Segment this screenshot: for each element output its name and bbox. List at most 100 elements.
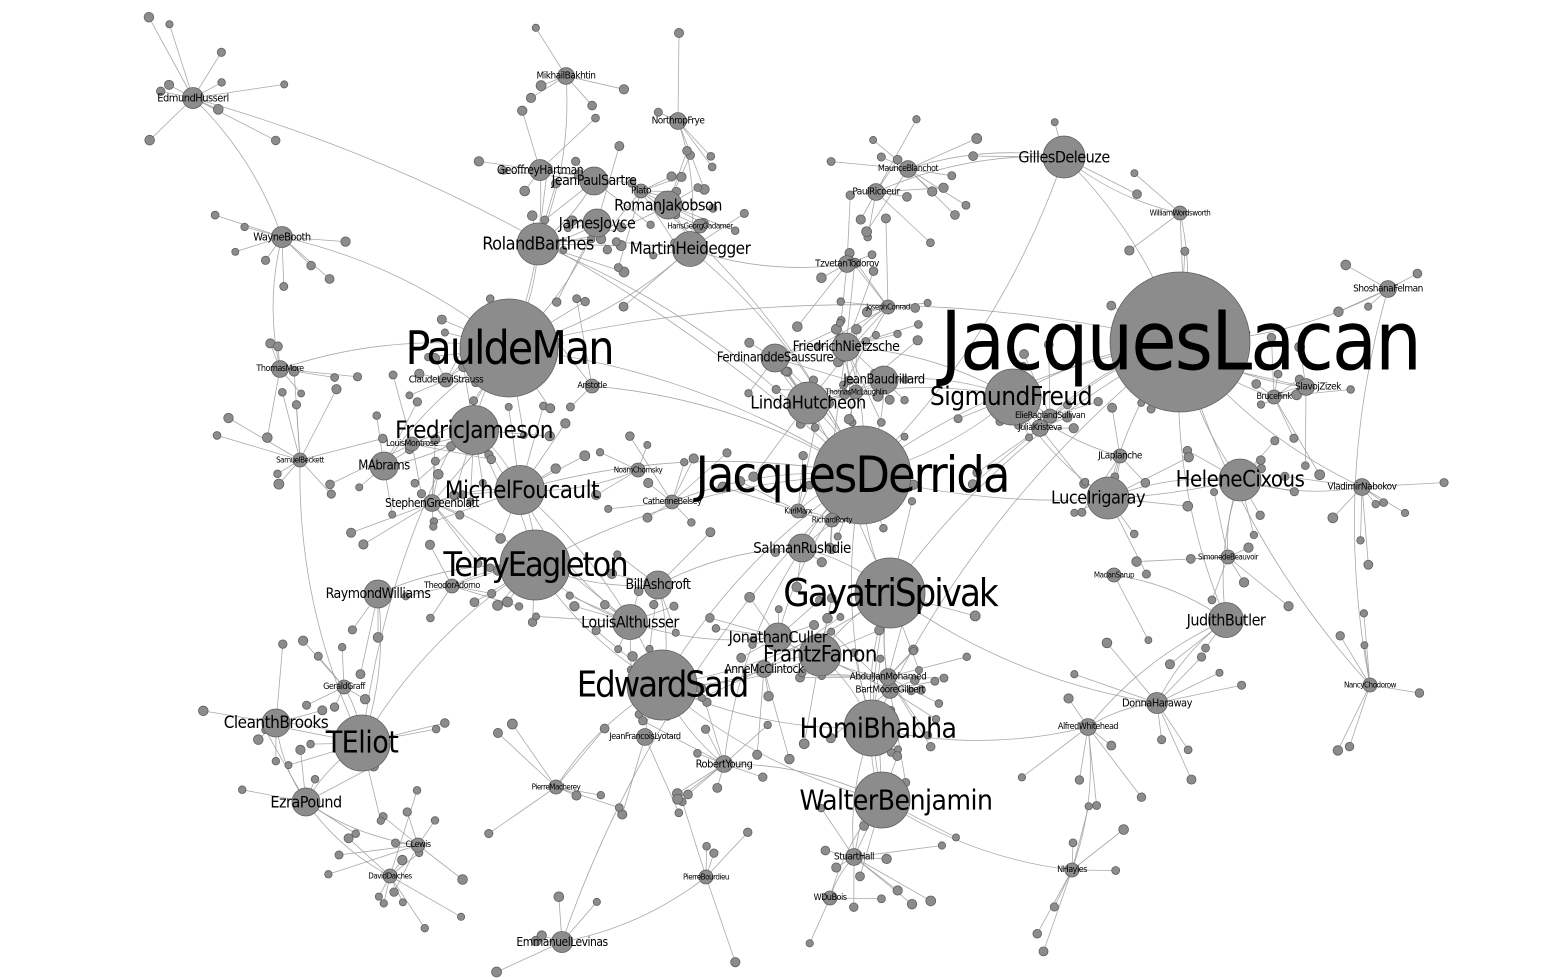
minor-node [771,384,781,394]
node-lacan[interactable] [1109,271,1251,413]
node-butler[interactable] [1208,602,1244,638]
node-claimo[interactable] [410,837,426,853]
node-wdubois[interactable] [822,890,838,906]
node-mcclintock[interactable] [755,660,773,678]
node-haraway[interactable] [1146,692,1168,714]
node-ovmorwaukee[interactable] [848,384,864,400]
node-rcrowd[interactable] [824,512,840,528]
node-ricoeur[interactable] [867,183,885,201]
node-tdavidson[interactable] [382,868,398,884]
node-hartman[interactable] [529,159,551,181]
node-althusser[interactable] [612,604,648,640]
node-belsey[interactable] [664,494,680,510]
minor-node [774,605,783,614]
node-eagleton[interactable] [499,529,571,601]
minor-node [449,490,459,500]
node-fanon[interactable] [798,633,842,677]
node-abrams[interactable] [369,451,399,481]
node-adorno[interactable] [444,578,460,594]
node-rwilliams[interactable] [363,579,393,609]
node-bhabha[interactable] [843,699,901,757]
node-freud[interactable] [984,368,1042,426]
node-thomasmore[interactable] [271,360,289,378]
minor-node [1081,477,1090,486]
node-ashcroft[interactable] [643,570,673,600]
node-jakobson[interactable] [653,190,683,220]
node-gerald[interactable] [336,679,352,695]
node-shoshana[interactable] [1379,280,1397,298]
node-deleuze[interactable] [1042,135,1086,179]
node-benjamin[interactable] [853,771,911,829]
minor-node [613,263,623,272]
node-greenblatt[interactable] [423,494,441,512]
minor-edge [496,941,563,973]
node-saussure[interactable] [760,343,790,373]
node-jmohamed[interactable] [879,668,897,686]
node-levinas[interactable] [551,931,573,953]
node-sartre[interactable] [579,166,609,196]
minor-node [433,469,444,480]
node-levistrauss[interactable] [438,372,454,388]
node-pbourdieu[interactable] [698,869,714,885]
minor-node [144,134,155,146]
node-brooks[interactable] [261,708,291,738]
node-beauvoir[interactable] [1220,549,1236,565]
node-chomsky[interactable] [630,462,646,478]
node-nbbokov[interactable] [1353,478,1371,496]
node-eliot[interactable] [333,714,391,772]
node-blanchot[interactable] [899,160,917,178]
node-foucault[interactable] [495,465,545,515]
minor-node [674,808,684,818]
node-heidegger[interactable] [672,231,708,267]
node-hutcheon[interactable] [786,381,830,425]
node-nietzsche[interactable] [831,332,861,362]
node-cixous[interactable] [1218,458,1262,502]
node-todorov[interactable] [838,255,856,273]
node-gadamer[interactable] [692,218,708,234]
node-irby[interactable] [404,436,420,452]
node-bruceFink[interactable] [1266,389,1282,405]
node-said[interactable] [626,649,698,721]
node-whitehead[interactable] [1079,718,1097,736]
node-zizek[interactable] [1297,378,1315,396]
node-irigaray[interactable] [1086,476,1130,520]
node-eilreag[interactable] [1042,408,1058,424]
node-jameson[interactable] [449,405,499,455]
node-frye[interactable] [669,112,687,130]
node-pound[interactable] [291,787,321,817]
minor-node [351,829,360,838]
node-marksarup[interactable] [1106,567,1122,583]
node-chodorow[interactable] [1362,677,1378,693]
node-label-jmohamed: AbdulJanMohamed [850,672,927,683]
node-derrida[interactable] [812,425,912,525]
node-nhayles[interactable] [1064,862,1080,878]
node-beckett[interactable] [292,452,308,468]
node-joyce[interactable] [582,208,612,238]
node-laplanche[interactable] [1112,448,1128,464]
node-deman[interactable] [459,298,559,398]
node-wordsworth[interactable] [1172,205,1188,221]
node-bakhtin[interactable] [557,67,575,85]
minor-node [273,341,283,352]
node-robertyoung[interactable] [715,755,733,773]
node-husserl[interactable] [182,87,204,109]
minor-node [969,610,981,622]
node-label-cixous: HeleneCixous [1176,468,1305,493]
node-rushdie[interactable] [787,533,817,563]
edge-butler-whitehead [1087,619,1227,728]
node-pmacherey[interactable] [548,779,564,795]
node-culler[interactable] [763,622,793,652]
node-jconrad[interactable] [880,299,896,315]
node-derridaPlato[interactable] [633,183,649,199]
node-baudrillard[interactable] [869,365,899,395]
node-lyotard[interactable] [636,728,654,746]
minor-node [833,532,842,541]
node-marx[interactable] [790,503,806,519]
node-spivak[interactable] [854,557,926,629]
node-kristeva[interactable] [1031,419,1049,437]
node-booth[interactable] [271,226,293,248]
node-stuarthall[interactable] [845,848,863,866]
node-barthes[interactable] [516,222,560,266]
minor-node [527,210,538,221]
node-aristotle[interactable] [584,378,600,394]
